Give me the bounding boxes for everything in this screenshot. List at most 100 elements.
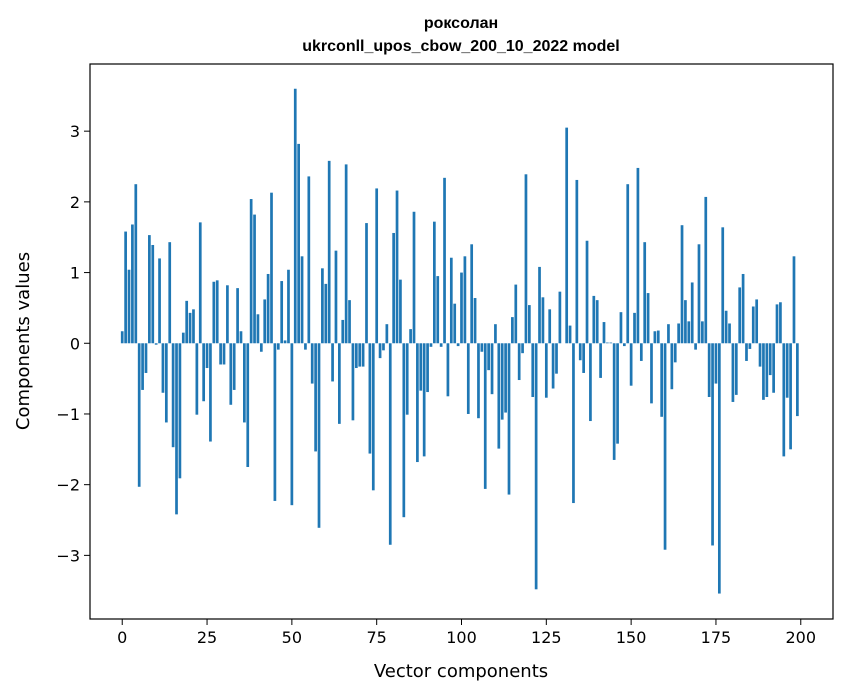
- bar: [748, 343, 752, 349]
- bar: [470, 244, 474, 344]
- chart-title: роксолан: [424, 15, 498, 32]
- bar: [789, 343, 792, 450]
- bar: [416, 343, 419, 463]
- bar: [555, 343, 558, 374]
- bar: [409, 329, 412, 344]
- bar: [466, 343, 470, 414]
- plot-frame: [89, 63, 834, 620]
- bar: [585, 240, 589, 344]
- y-axis-label: Components values: [13, 252, 34, 430]
- y-tick-label: 3: [70, 122, 80, 141]
- bar: [768, 343, 772, 376]
- bar: [365, 223, 368, 344]
- bar: [317, 343, 321, 528]
- bar: [785, 343, 789, 398]
- bar: [243, 343, 246, 423]
- bar: [599, 343, 602, 378]
- bar: [371, 343, 375, 491]
- bar: [792, 256, 796, 344]
- bar: [721, 227, 725, 344]
- bar: [738, 287, 742, 344]
- bar: [494, 324, 497, 344]
- bar: [633, 312, 636, 344]
- bar: [514, 284, 518, 344]
- bar: [446, 343, 450, 397]
- bar: [382, 343, 385, 351]
- bar: [704, 196, 708, 344]
- bar: [595, 300, 599, 344]
- bar: [765, 343, 769, 397]
- bar: [463, 256, 467, 344]
- bar: [775, 304, 779, 344]
- bar: [222, 343, 226, 365]
- chart-subtitle: ukrconll_upos_cbow_200_10_2022 model: [302, 38, 619, 55]
- bar: [548, 309, 552, 344]
- bar: [310, 343, 314, 384]
- bar: [690, 282, 694, 344]
- bar: [188, 312, 192, 344]
- bar: [361, 343, 365, 367]
- bar: [622, 343, 626, 347]
- bar: [198, 222, 202, 344]
- bar: [419, 343, 423, 391]
- bar: [422, 343, 426, 457]
- x-tick-label: 200: [785, 628, 816, 647]
- y-tick-label: −2: [56, 476, 80, 495]
- bar: [331, 343, 334, 382]
- bar: [307, 176, 311, 344]
- bar: [728, 323, 731, 344]
- bar: [745, 343, 748, 361]
- bar: [701, 321, 704, 344]
- bar: [500, 343, 504, 420]
- bar: [456, 343, 460, 347]
- bar: [751, 306, 755, 344]
- bar: [368, 343, 372, 454]
- bar: [253, 214, 256, 344]
- bar: [772, 343, 775, 393]
- bar: [327, 160, 331, 344]
- bar: [717, 343, 721, 594]
- bar: [263, 299, 267, 344]
- bar: [219, 343, 222, 365]
- bar: [164, 343, 168, 423]
- bars-group: [120, 88, 799, 594]
- bar: [544, 343, 548, 398]
- bar: [276, 343, 280, 350]
- bar: [239, 331, 243, 344]
- bar: [646, 293, 650, 344]
- bar: [449, 257, 453, 344]
- bar: [358, 343, 362, 367]
- bar: [497, 343, 501, 449]
- bar: [667, 324, 670, 344]
- bar: [354, 343, 358, 369]
- bar: [226, 285, 229, 344]
- x-tick-label: 75: [367, 628, 387, 647]
- bar: [673, 343, 677, 363]
- bar: [205, 343, 209, 369]
- bar: [426, 343, 429, 393]
- bar: [375, 188, 379, 344]
- x-tick-label: 125: [531, 628, 562, 647]
- bar: [758, 343, 762, 367]
- bar: [616, 343, 619, 444]
- bar: [487, 343, 490, 371]
- bar: [293, 88, 297, 344]
- bar: [558, 291, 562, 344]
- bar: [378, 343, 382, 359]
- bar: [619, 312, 623, 344]
- bar: [473, 298, 477, 344]
- bar: [324, 283, 328, 344]
- bar: [385, 324, 389, 344]
- bar: [120, 331, 124, 344]
- bar: [144, 343, 148, 373]
- bar: [734, 343, 738, 395]
- bar: [653, 331, 657, 344]
- bar: [304, 343, 307, 350]
- x-axis-ticks: 0 25 50 75 100 125 150 175 200: [117, 619, 816, 647]
- bar: [575, 179, 579, 344]
- bar: [192, 309, 195, 344]
- bar: [141, 343, 144, 390]
- bar: [578, 343, 582, 361]
- bar: [684, 300, 687, 344]
- x-tick-label: 175: [701, 628, 732, 647]
